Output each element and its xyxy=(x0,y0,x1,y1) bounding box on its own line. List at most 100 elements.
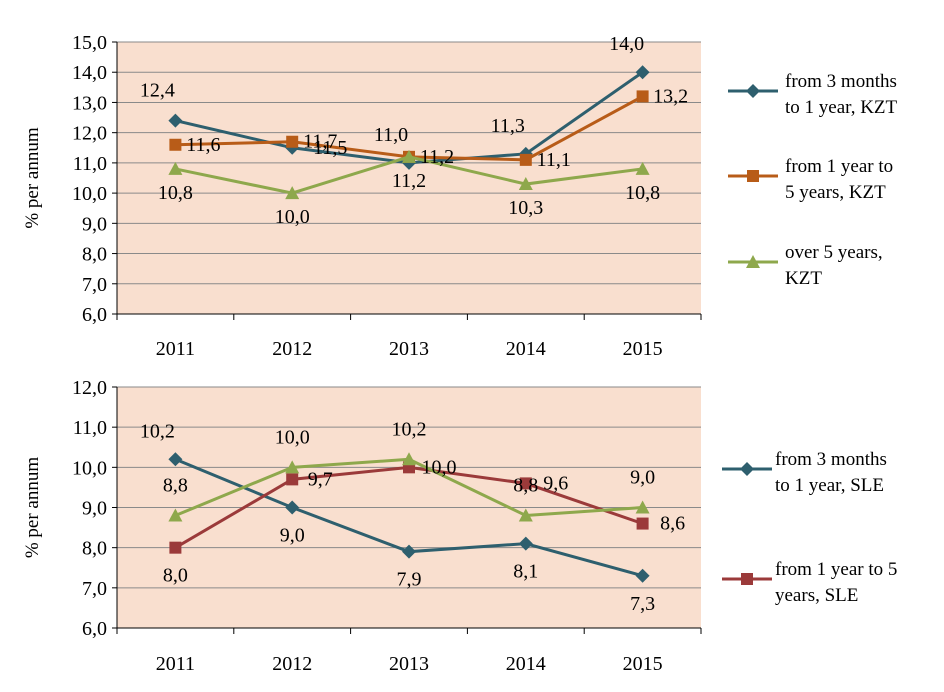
data-label: 7,9 xyxy=(397,569,422,591)
data-label: 7,3 xyxy=(630,593,655,615)
data-label: 10,0 xyxy=(275,426,310,448)
data-point xyxy=(519,153,532,166)
y-axis-label: % per annum xyxy=(22,457,43,559)
x-tick-label: 2011 xyxy=(156,653,195,675)
data-point xyxy=(518,508,533,522)
data-point xyxy=(518,177,533,191)
x-tick-label: 2011 xyxy=(156,338,195,360)
y-tick-label: 11,0 xyxy=(73,417,107,439)
legend-label: years, SLE xyxy=(775,585,858,606)
data-point xyxy=(635,65,650,80)
legend-marker xyxy=(746,255,760,268)
x-tick-label: 2015 xyxy=(623,653,663,675)
y-tick-label: 7,0 xyxy=(82,578,107,600)
data-point xyxy=(635,161,650,175)
data-label: 11,7 xyxy=(303,131,337,153)
data-point xyxy=(168,452,183,467)
data-point xyxy=(169,138,182,151)
x-tick-label: 2012 xyxy=(272,338,312,360)
series-3 xyxy=(168,452,650,522)
data-label: 11,6 xyxy=(186,134,220,156)
data-label: 9,6 xyxy=(543,472,568,494)
data-point xyxy=(168,161,183,175)
x-tick-label: 2014 xyxy=(506,338,546,360)
x-tick-label: 2012 xyxy=(272,653,312,675)
x-tick-label: 2013 xyxy=(389,653,429,675)
legend-entry: from 1 year to 5 years, SLE xyxy=(722,559,897,606)
legend-marker xyxy=(741,573,753,585)
data-label: 9,0 xyxy=(280,525,305,547)
y-tick-label: 11,0 xyxy=(73,153,107,175)
chart-1: 6,0 7,0 8,0 9,0 10,0 11,0 12,0 13,0 14,0 15,0 2011… xyxy=(22,32,898,360)
x-tick-label: 2013 xyxy=(389,338,429,360)
data-label: 12,4 xyxy=(140,80,175,102)
data-point xyxy=(635,568,650,583)
y-tick-label: 15,0 xyxy=(72,32,107,54)
x-tick-label: 2014 xyxy=(506,653,546,675)
legend-entry: from 3 months to 1 year, SLE xyxy=(722,449,887,496)
data-point xyxy=(636,90,649,103)
legend-marker xyxy=(746,84,760,98)
data-point xyxy=(169,541,182,554)
y-axis-label: % per annum xyxy=(22,127,43,229)
legend-label: from 1 year to xyxy=(785,156,893,177)
y-tick-label: 10,0 xyxy=(72,183,107,205)
chart-2: 6,0 7,0 8,0 9,0 10,0 11,0 12,0 2011 2012 2013 2014… xyxy=(22,377,897,675)
legend-entry: from 1 year to 5 years, KZT xyxy=(728,156,893,203)
data-point xyxy=(286,473,299,486)
y-tick-label: 8,0 xyxy=(82,538,107,560)
y-tick-label: 14,0 xyxy=(72,62,107,84)
data-point xyxy=(286,135,299,148)
legend-label: KZT xyxy=(785,268,822,289)
data-label: 13,2 xyxy=(653,85,688,107)
data-label: 11,0 xyxy=(374,124,408,146)
legend-label: from 3 months xyxy=(775,449,887,470)
data-label: 8,1 xyxy=(513,561,538,583)
y-tick-label: 12,0 xyxy=(72,123,107,145)
data-point xyxy=(168,508,183,522)
legend-label: 5 years, KZT xyxy=(785,182,886,203)
data-label: 8,6 xyxy=(660,513,685,535)
data-point xyxy=(402,544,416,559)
data-label: 9,0 xyxy=(630,467,655,489)
data-point xyxy=(285,186,300,200)
series-3 xyxy=(168,149,650,200)
data-label: 9,7 xyxy=(308,468,333,490)
data-point xyxy=(518,536,533,551)
data-point xyxy=(285,460,300,474)
data-point xyxy=(635,500,650,514)
data-label: 8,8 xyxy=(513,475,538,497)
y-tick-label: 6,0 xyxy=(82,618,107,640)
data-label: 11,2 xyxy=(392,170,426,192)
data-label: 11,5 xyxy=(313,137,347,159)
y-tick-label: 9,0 xyxy=(82,498,107,520)
y-tick-label: 7,0 xyxy=(82,274,107,296)
data-point xyxy=(519,477,532,490)
y-tick-label: 9,0 xyxy=(82,213,107,235)
data-label: 10,8 xyxy=(158,182,193,204)
legend-label: to 1 year, SLE xyxy=(775,475,884,496)
data-label: 10,2 xyxy=(392,418,427,440)
legend-marker xyxy=(740,462,754,476)
y-tick-label: 8,0 xyxy=(82,244,107,266)
series-1 xyxy=(168,452,650,583)
data-point xyxy=(402,149,416,163)
data-label: 10,2 xyxy=(140,420,175,442)
data-point xyxy=(168,113,183,128)
y-tick-label: 6,0 xyxy=(82,304,107,326)
data-point xyxy=(636,517,649,530)
data-label: 10,0 xyxy=(275,206,310,228)
legend-entry: from 3 months to 1 year, KZT xyxy=(728,71,898,118)
y-tick-label: 12,0 xyxy=(72,377,107,399)
legend-label: from 1 year to 5 xyxy=(775,559,897,580)
data-label: 10,8 xyxy=(625,182,660,204)
data-label: 14,0 xyxy=(609,33,644,55)
series-2 xyxy=(169,461,649,554)
legend-marker xyxy=(747,170,759,182)
data-label: 11,2 xyxy=(420,146,454,168)
data-label: 11,3 xyxy=(491,115,525,137)
y-tick-label: 13,0 xyxy=(72,92,107,114)
legend-entry: over 5 years, KZT xyxy=(728,242,883,289)
data-label: 10,0 xyxy=(422,456,457,478)
